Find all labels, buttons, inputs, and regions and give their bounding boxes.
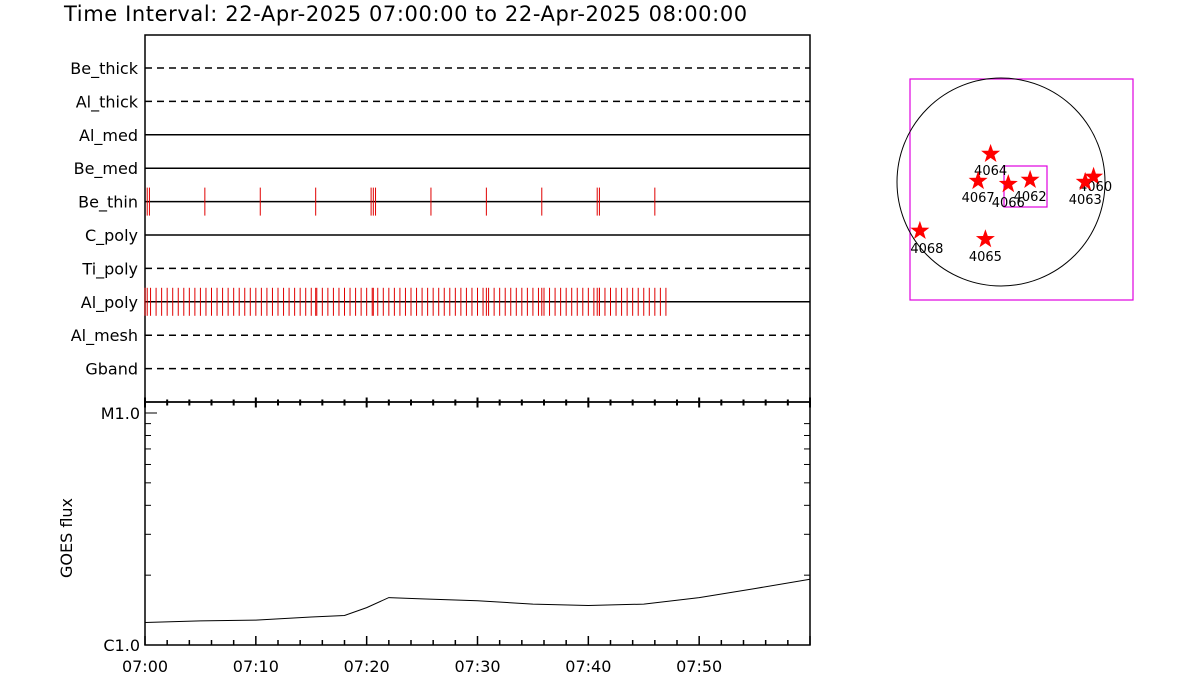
channel-label: Be_thick [70, 59, 138, 79]
channel-label: Be_thin [78, 193, 138, 213]
active-region-label: 4064 [974, 164, 1007, 179]
active-region-star [1020, 169, 1040, 188]
x-tick-label: 07:50 [676, 657, 722, 676]
x-tick-label: 07:20 [344, 657, 390, 676]
channel-label: Al_mesh [71, 326, 138, 346]
y-tick-label: C1.0 [103, 636, 140, 655]
active-region-star [998, 174, 1018, 193]
active-region-star [1075, 172, 1095, 191]
goes-frame [144, 401, 811, 646]
channel-label: Al_thick [76, 92, 139, 112]
active-region-label: 4068 [910, 242, 943, 257]
channel-label: C_poly [85, 226, 138, 246]
channel-label: Al_poly [81, 293, 138, 313]
x-tick-label: 07:10 [233, 657, 279, 676]
channel-timeline-panel: Be_thick Al_thick Al_med Be_med Be_thin C_pol… [70, 34, 811, 403]
channel-label: Gband [85, 360, 138, 379]
channel-label: Ti_poly [81, 259, 138, 279]
field-of-view-box [1003, 165, 1048, 208]
active-region-label: 4065 [969, 250, 1002, 265]
channel-label: Al_med [79, 126, 138, 146]
plot-title: Time Interval: 22-Apr-2025 07:00:00 to 2… [64, 2, 748, 26]
active-region-star [975, 229, 995, 248]
x-tick-label: 07:00 [122, 657, 168, 676]
x-tick-label: 07:30 [454, 657, 500, 676]
active-region-star [910, 220, 930, 239]
y-tick-label: M1.0 [101, 404, 140, 423]
y-axis-label: GOES flux [57, 498, 76, 578]
goes-flux-line [144, 578, 811, 623]
solar-limb [896, 77, 1106, 287]
goes-flux-panel: C1.0 M1.0 07:00 07:10 07:20 07:30 07:40 07:50 GO… [57, 397, 811, 676]
x-tick-label: 07:40 [565, 657, 611, 676]
active-region-label: 4062 [1014, 190, 1047, 205]
channel-label: Be_med [74, 159, 138, 179]
timeline-frame [144, 34, 811, 403]
active-region-label: 4067 [962, 191, 995, 206]
active-region-label: 4066 [992, 196, 1025, 211]
active-region-star [968, 171, 988, 190]
active-region-star [981, 143, 1001, 162]
active-region-star [1084, 166, 1104, 185]
map-frame [909, 78, 1134, 301]
active-region-label: 4063 [1069, 193, 1102, 208]
